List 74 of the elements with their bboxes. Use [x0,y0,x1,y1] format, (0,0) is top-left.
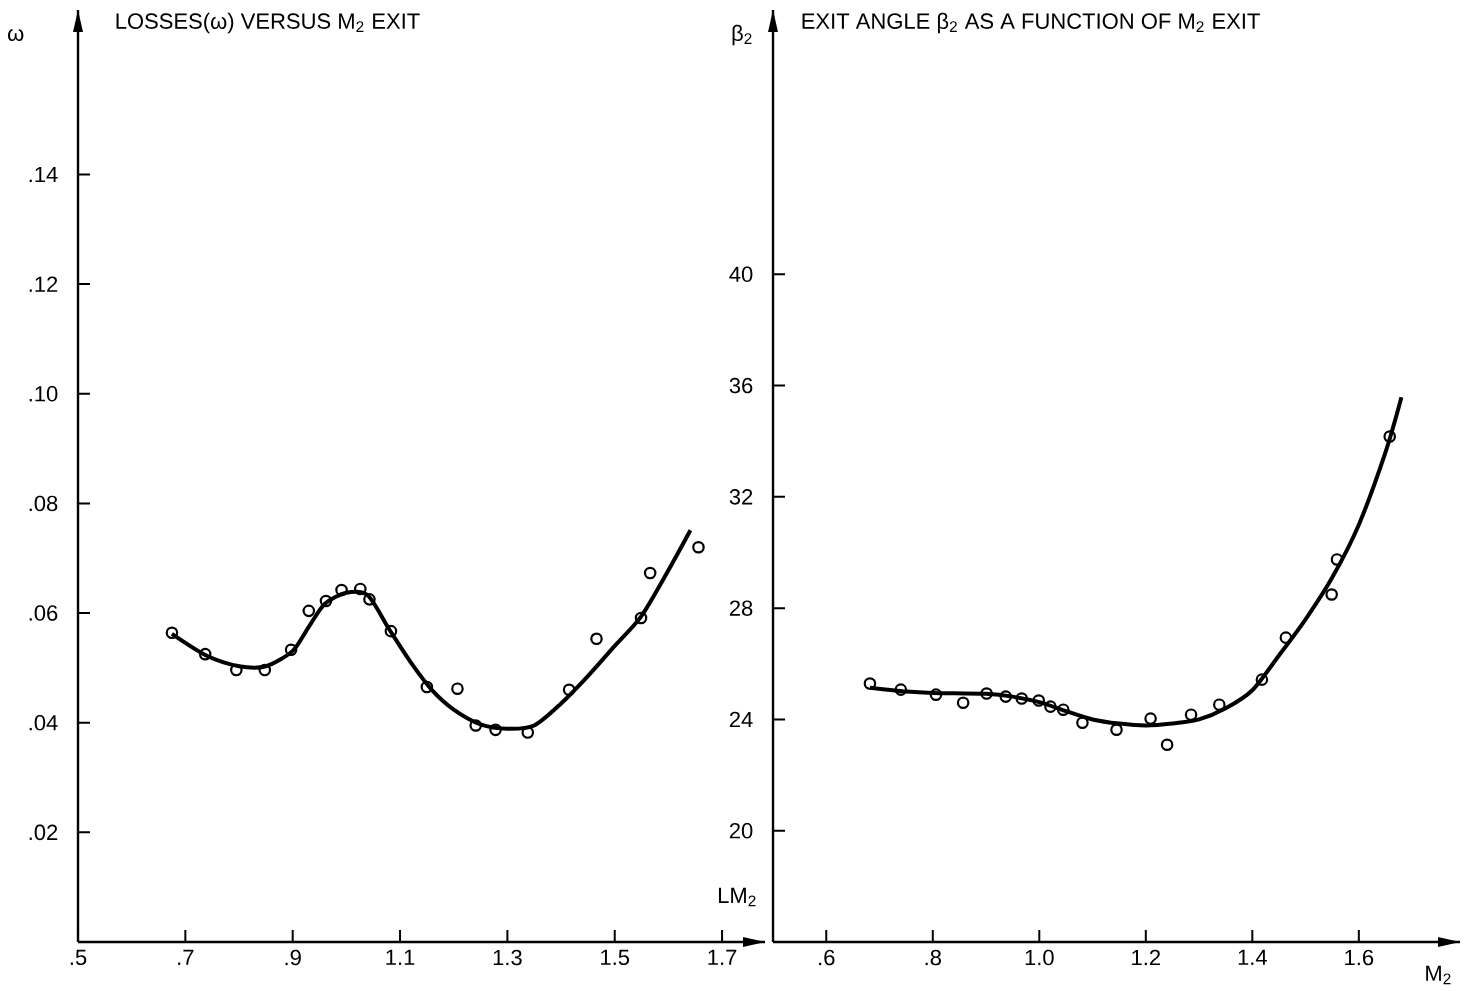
y-tick-label: .04 [29,714,58,731]
x-tick-label: 1.2 [1132,949,1160,966]
point [258,663,272,677]
y-tick-label: 20 [729,822,753,839]
point [1383,430,1397,443]
point [521,726,535,739]
point [590,632,603,646]
point [1279,631,1293,644]
point [1110,723,1123,737]
chart-title: LOSSES(ω) VERSUS M$_{2}$ EXIT [116,12,420,34]
point [1015,692,1029,705]
point [363,593,376,606]
point [302,604,316,618]
x-tick-label: 1.4 [1238,949,1267,965]
y-tick-label: 40 [729,266,753,283]
y-tick-label: .14 [29,166,58,183]
x-axis-title: M$_{2}$ [1426,965,1451,985]
x-tick-label: 1.3 [493,949,522,966]
chart-title: EXIT ANGLE β$_{2}$ AS A FUNCTION OF M$_{2}$ EXIT [802,12,1260,34]
point [562,683,576,697]
point [1330,553,1344,566]
point [469,719,483,732]
point [1160,738,1174,752]
point [230,663,243,677]
point [319,594,333,608]
y-axis-title: ω [7,28,24,42]
point [894,683,908,696]
point [980,687,993,700]
y-tick-label: .12 [29,276,58,292]
point [1184,708,1198,721]
y-tick-label: 24 [729,711,753,728]
point [929,688,943,701]
y-tick-label: .02 [29,824,58,841]
point [999,690,1013,703]
point [1056,703,1070,716]
point [354,582,367,596]
point [1044,700,1057,713]
x-tick-label: .6 [819,949,835,966]
point [198,647,212,661]
y-tick-label: .08 [29,495,58,512]
point [643,566,657,580]
point [1255,673,1269,686]
point [1325,588,1338,601]
x-tick-label: .9 [285,949,301,966]
point [384,624,398,638]
y-tick-label: 28 [729,600,753,616]
point [634,611,648,625]
x-tick-label: 1.7 [708,949,737,965]
point [1032,694,1046,707]
y-tick-label: 36 [729,377,753,394]
point [956,696,970,710]
x-tick-label: 1.1 [386,949,415,965]
y-tick-label: .06 [29,605,58,621]
x-axis-title: LM$_{2}$ [718,887,756,907]
point [863,677,877,690]
x-tick-label: 1.6 [1345,949,1374,966]
x-tick-label: .7 [178,949,194,965]
point [489,723,502,737]
x-tick-label: .5 [70,949,87,966]
point [1213,698,1226,711]
point [165,626,179,640]
point [1076,716,1089,730]
x-tick-label: 1.0 [1025,949,1054,966]
point [284,643,298,657]
point [420,680,434,694]
point [692,540,705,554]
point [335,583,348,597]
x-tick-label: .8 [925,949,941,966]
y-axis-title: β$_{2}$ [732,24,752,46]
point [451,682,464,696]
y-tick-label: 32 [729,489,753,505]
point [1144,712,1157,725]
x-tick-label: 1.5 [601,949,630,966]
y-tick-label: .10 [29,386,58,402]
